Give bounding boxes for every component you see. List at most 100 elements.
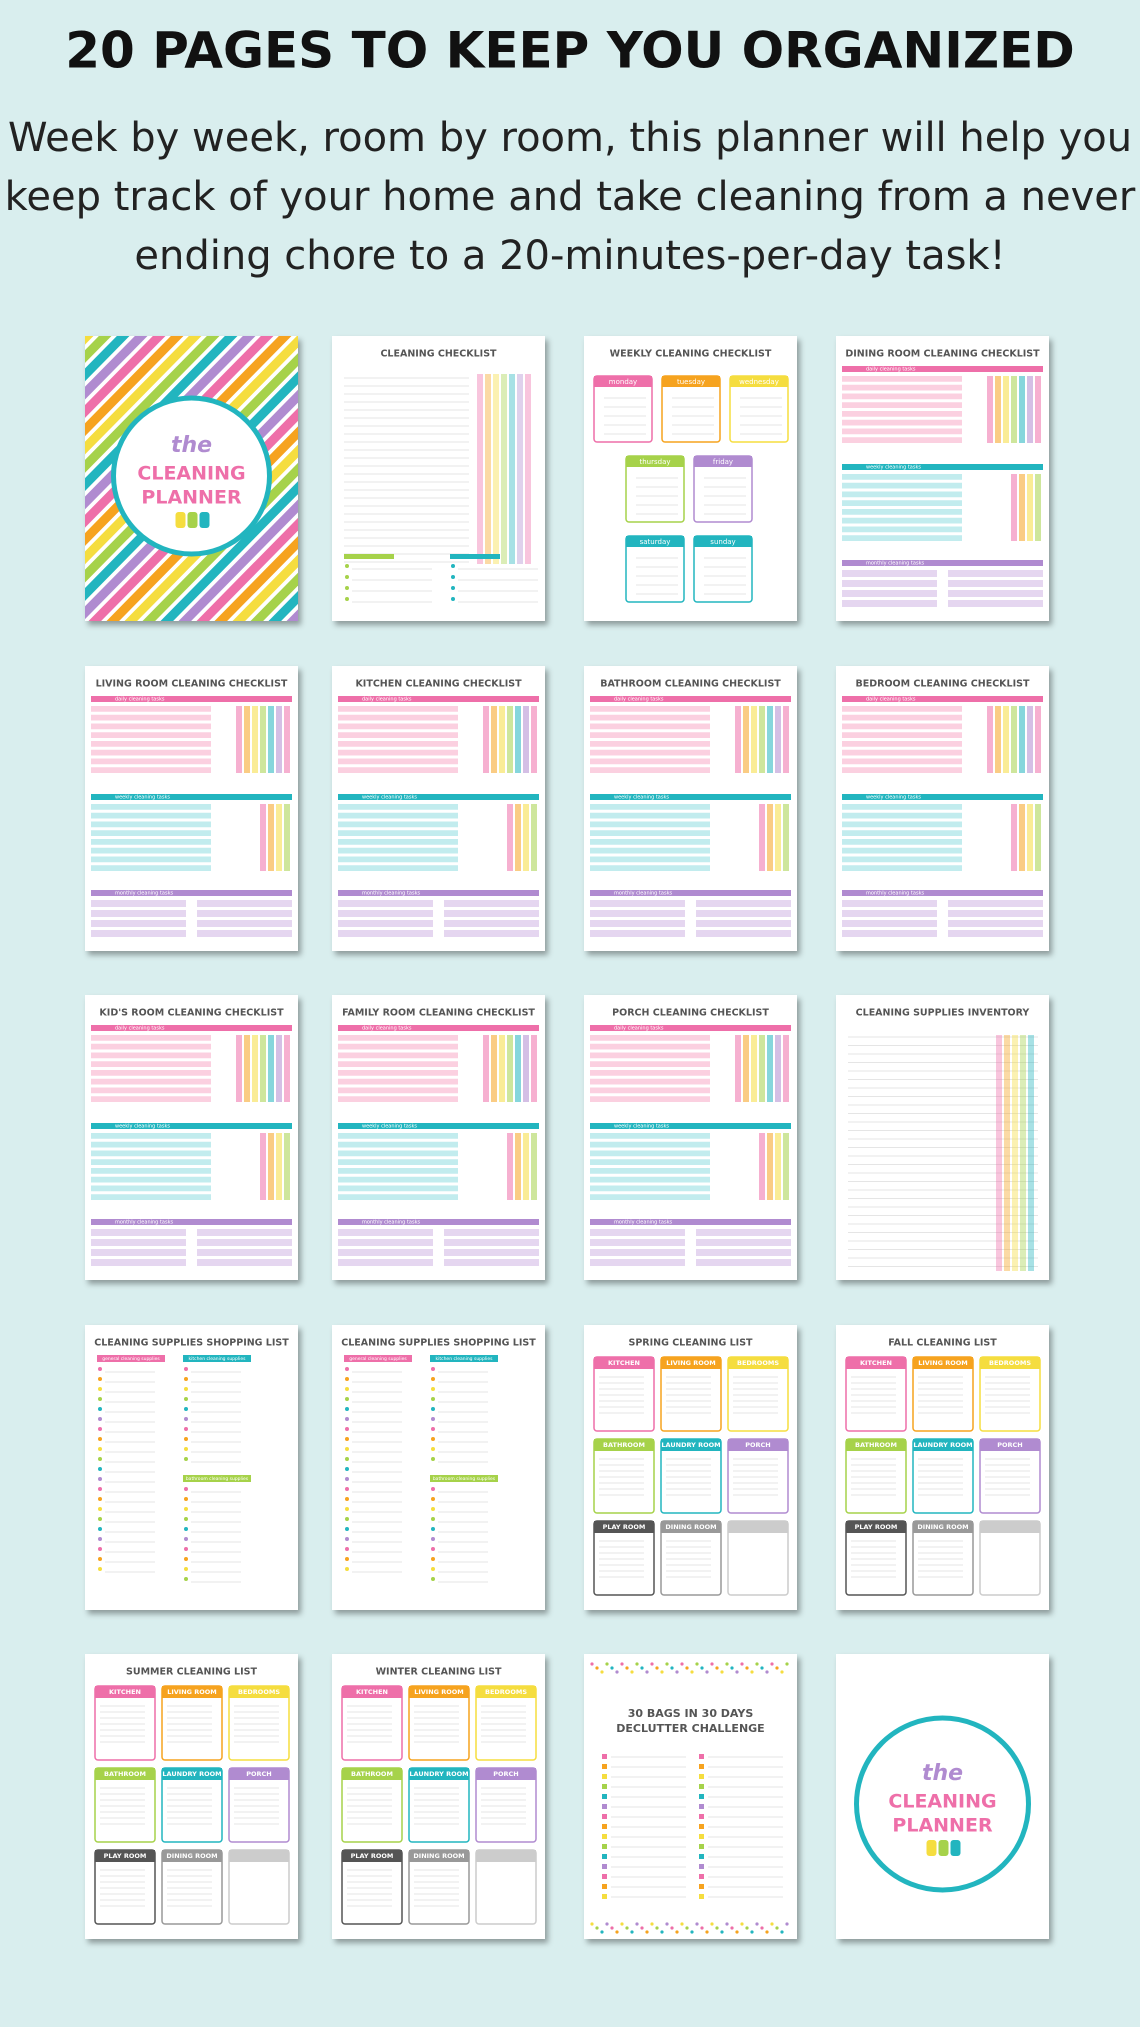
dot [345, 1397, 349, 1401]
page-thumbnail: FAMILY ROOM CLEANING CHECKLIST daily clea… [332, 995, 545, 1280]
row [338, 1259, 433, 1266]
row [338, 1249, 433, 1256]
confetti [780, 1670, 784, 1674]
subtitle-line: Week by week, room by room, this planner… [8, 115, 1132, 161]
row [338, 856, 458, 863]
room-head [980, 1521, 1040, 1533]
day-head [662, 376, 720, 387]
row [91, 1176, 211, 1183]
row [842, 590, 937, 597]
row [338, 1185, 458, 1192]
label: PLANNER [892, 1815, 993, 1837]
row [590, 920, 685, 927]
row [338, 1133, 458, 1139]
row [842, 714, 962, 721]
row [842, 910, 937, 917]
check [699, 1814, 704, 1819]
row [590, 1194, 710, 1200]
check [699, 1874, 704, 1879]
row [590, 804, 710, 810]
check-col [759, 706, 765, 773]
stripe [85, 336, 238, 492]
check [699, 1854, 704, 1859]
check-col [1003, 376, 1009, 443]
row [590, 1043, 710, 1050]
row [91, 1070, 211, 1076]
row [696, 1229, 791, 1236]
row [590, 1259, 685, 1266]
check-col [995, 706, 1001, 773]
confetti [600, 1670, 604, 1674]
dot [431, 1417, 435, 1421]
label: PLAY ROOM [351, 1852, 394, 1860]
row [842, 741, 962, 747]
section-bar [590, 794, 791, 800]
row [91, 706, 211, 712]
page-thumbnail: CLEANING CHECKLIST [332, 336, 545, 621]
dot [431, 1567, 435, 1571]
dot [98, 1487, 102, 1491]
row [338, 812, 458, 819]
section-bar [842, 560, 1043, 566]
check-col [1027, 804, 1033, 871]
check-col [987, 706, 993, 773]
label: LAUNDRY ROOM [409, 1770, 468, 1778]
row [91, 723, 211, 730]
label: PORCH CLEANING CHECKLIST [612, 1008, 769, 1019]
label: CLEANING CHECKLIST [380, 349, 497, 360]
label: monthly cleaning tasks [866, 561, 924, 567]
row [842, 856, 962, 863]
check-col [268, 706, 274, 773]
label: the [171, 433, 212, 458]
check [602, 1754, 607, 1759]
label: PORCH [246, 1770, 272, 1778]
row [842, 723, 962, 730]
room-head [846, 1357, 906, 1369]
row [590, 723, 710, 730]
row [590, 741, 710, 747]
check [699, 1784, 704, 1789]
section-bar [590, 1219, 791, 1225]
confetti [735, 1670, 739, 1674]
row [91, 930, 186, 937]
day-head [694, 456, 752, 467]
dot [431, 1387, 435, 1391]
confetti [605, 1662, 609, 1666]
dot [184, 1517, 188, 1521]
check [699, 1794, 704, 1799]
row [338, 732, 458, 738]
confetti [740, 1922, 744, 1926]
check-col [1035, 706, 1041, 773]
confetti [685, 1666, 689, 1670]
row [590, 732, 710, 738]
row [842, 402, 962, 408]
row [842, 732, 962, 738]
label: BATHROOM [104, 1770, 146, 1778]
check-col [523, 706, 529, 773]
stripe [85, 336, 220, 473]
label: FALL CLEANING LIST [888, 1338, 997, 1349]
row [197, 900, 292, 907]
label: BEDROOM CLEANING CHECKLIST [856, 679, 1030, 690]
row [590, 1150, 710, 1157]
dot [184, 1437, 188, 1441]
dot [184, 1557, 188, 1561]
label: general cleaning supplies [102, 1356, 160, 1362]
dot [345, 1407, 349, 1411]
room-head [661, 1521, 721, 1533]
confetti [600, 1930, 604, 1934]
room-head [95, 1686, 155, 1698]
check-col [775, 804, 781, 871]
room-head [594, 1439, 654, 1451]
dot [184, 1457, 188, 1461]
check-col [260, 804, 266, 871]
confetti [650, 1922, 654, 1926]
row [842, 865, 962, 871]
row [91, 758, 211, 765]
check [602, 1784, 607, 1789]
label: BEDROOMS [737, 1359, 779, 1367]
confetti [630, 1670, 634, 1674]
check [602, 1864, 607, 1869]
check-col [1020, 1035, 1026, 1271]
